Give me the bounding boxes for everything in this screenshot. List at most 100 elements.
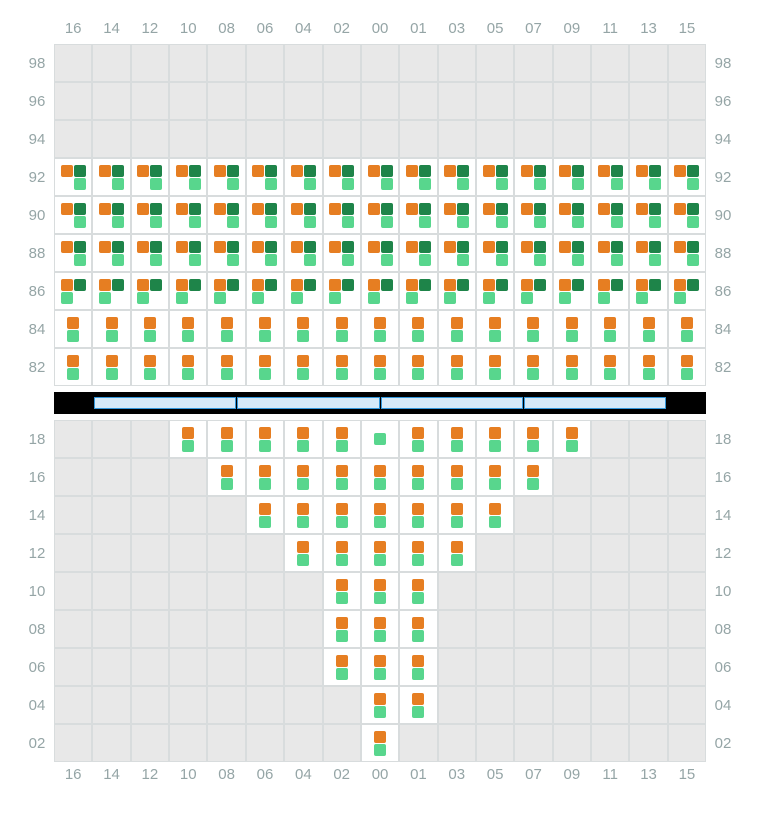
slot-occupied[interactable] bbox=[399, 572, 437, 610]
slot-occupied[interactable] bbox=[399, 234, 437, 272]
slot-occupied[interactable] bbox=[399, 348, 437, 386]
slot-occupied[interactable] bbox=[514, 158, 552, 196]
slot-occupied[interactable] bbox=[668, 234, 706, 272]
slot-occupied[interactable] bbox=[361, 310, 399, 348]
slot-occupied[interactable] bbox=[438, 496, 476, 534]
slot-occupied[interactable] bbox=[207, 196, 245, 234]
slot-occupied[interactable] bbox=[629, 196, 667, 234]
slot-occupied[interactable] bbox=[284, 458, 322, 496]
slot-occupied[interactable] bbox=[284, 234, 322, 272]
slot-occupied[interactable] bbox=[629, 158, 667, 196]
slot-occupied[interactable] bbox=[361, 458, 399, 496]
slot-occupied[interactable] bbox=[246, 348, 284, 386]
slot-occupied[interactable] bbox=[399, 272, 437, 310]
slot-occupied[interactable] bbox=[399, 458, 437, 496]
slot-occupied[interactable] bbox=[54, 234, 92, 272]
slot-occupied[interactable] bbox=[361, 420, 399, 458]
slot-occupied[interactable] bbox=[361, 534, 399, 572]
slot-occupied[interactable] bbox=[476, 310, 514, 348]
slot-occupied[interactable] bbox=[438, 420, 476, 458]
slot-occupied[interactable] bbox=[323, 610, 361, 648]
slot-occupied[interactable] bbox=[323, 534, 361, 572]
slot-occupied[interactable] bbox=[514, 458, 552, 496]
slot-occupied[interactable] bbox=[476, 348, 514, 386]
slot-occupied[interactable] bbox=[361, 610, 399, 648]
slot-occupied[interactable] bbox=[284, 158, 322, 196]
slot-occupied[interactable] bbox=[54, 348, 92, 386]
slot-occupied[interactable] bbox=[553, 420, 591, 458]
slot-occupied[interactable] bbox=[207, 272, 245, 310]
slot-occupied[interactable] bbox=[323, 310, 361, 348]
slot-occupied[interactable] bbox=[591, 310, 629, 348]
slot-occupied[interactable] bbox=[629, 272, 667, 310]
slot-occupied[interactable] bbox=[207, 158, 245, 196]
slot-occupied[interactable] bbox=[514, 420, 552, 458]
slot-occupied[interactable] bbox=[92, 348, 130, 386]
slot-occupied[interactable] bbox=[323, 496, 361, 534]
slot-occupied[interactable] bbox=[169, 310, 207, 348]
slot-occupied[interactable] bbox=[207, 234, 245, 272]
slot-occupied[interactable] bbox=[131, 272, 169, 310]
slot-occupied[interactable] bbox=[399, 158, 437, 196]
slot-occupied[interactable] bbox=[92, 310, 130, 348]
slot-occupied[interactable] bbox=[207, 420, 245, 458]
slot-occupied[interactable] bbox=[92, 196, 130, 234]
slot-occupied[interactable] bbox=[553, 158, 591, 196]
slot-occupied[interactable] bbox=[54, 196, 92, 234]
slot-occupied[interactable] bbox=[323, 458, 361, 496]
slot-occupied[interactable] bbox=[399, 196, 437, 234]
slot-occupied[interactable] bbox=[284, 496, 322, 534]
slot-occupied[interactable] bbox=[54, 158, 92, 196]
slot-occupied[interactable] bbox=[629, 348, 667, 386]
slot-occupied[interactable] bbox=[323, 196, 361, 234]
slot-occupied[interactable] bbox=[92, 234, 130, 272]
slot-occupied[interactable] bbox=[361, 724, 399, 762]
slot-occupied[interactable] bbox=[476, 420, 514, 458]
slot-occupied[interactable] bbox=[246, 234, 284, 272]
slot-occupied[interactable] bbox=[284, 272, 322, 310]
slot-occupied[interactable] bbox=[399, 534, 437, 572]
slot-occupied[interactable] bbox=[514, 348, 552, 386]
slot-occupied[interactable] bbox=[629, 310, 667, 348]
slot-occupied[interactable] bbox=[361, 196, 399, 234]
slot-occupied[interactable] bbox=[169, 348, 207, 386]
slot-occupied[interactable] bbox=[131, 234, 169, 272]
slot-occupied[interactable] bbox=[323, 158, 361, 196]
slot-occupied[interactable] bbox=[438, 234, 476, 272]
slot-occupied[interactable] bbox=[553, 196, 591, 234]
slot-occupied[interactable] bbox=[207, 310, 245, 348]
slot-occupied[interactable] bbox=[361, 648, 399, 686]
slot-occupied[interactable] bbox=[514, 310, 552, 348]
slot-occupied[interactable] bbox=[284, 534, 322, 572]
slot-occupied[interactable] bbox=[476, 196, 514, 234]
slot-occupied[interactable] bbox=[399, 420, 437, 458]
slot-occupied[interactable] bbox=[668, 158, 706, 196]
slot-occupied[interactable] bbox=[476, 158, 514, 196]
slot-occupied[interactable] bbox=[438, 348, 476, 386]
slot-occupied[interactable] bbox=[438, 196, 476, 234]
slot-occupied[interactable] bbox=[323, 272, 361, 310]
slot-occupied[interactable] bbox=[92, 272, 130, 310]
slot-occupied[interactable] bbox=[246, 158, 284, 196]
slot-occupied[interactable] bbox=[553, 234, 591, 272]
slot-occupied[interactable] bbox=[476, 272, 514, 310]
slot-occupied[interactable] bbox=[131, 348, 169, 386]
slot-occupied[interactable] bbox=[169, 420, 207, 458]
slot-occupied[interactable] bbox=[131, 196, 169, 234]
slot-occupied[interactable] bbox=[323, 420, 361, 458]
slot-occupied[interactable] bbox=[591, 196, 629, 234]
slot-occupied[interactable] bbox=[514, 272, 552, 310]
slot-occupied[interactable] bbox=[476, 496, 514, 534]
slot-occupied[interactable] bbox=[399, 686, 437, 724]
slot-occupied[interactable] bbox=[246, 272, 284, 310]
slot-occupied[interactable] bbox=[131, 158, 169, 196]
slot-occupied[interactable] bbox=[476, 234, 514, 272]
slot-occupied[interactable] bbox=[323, 648, 361, 686]
slot-occupied[interactable] bbox=[668, 348, 706, 386]
slot-occupied[interactable] bbox=[169, 158, 207, 196]
slot-occupied[interactable] bbox=[438, 534, 476, 572]
slot-occupied[interactable] bbox=[323, 234, 361, 272]
slot-occupied[interactable] bbox=[169, 234, 207, 272]
slot-occupied[interactable] bbox=[246, 458, 284, 496]
slot-occupied[interactable] bbox=[361, 234, 399, 272]
